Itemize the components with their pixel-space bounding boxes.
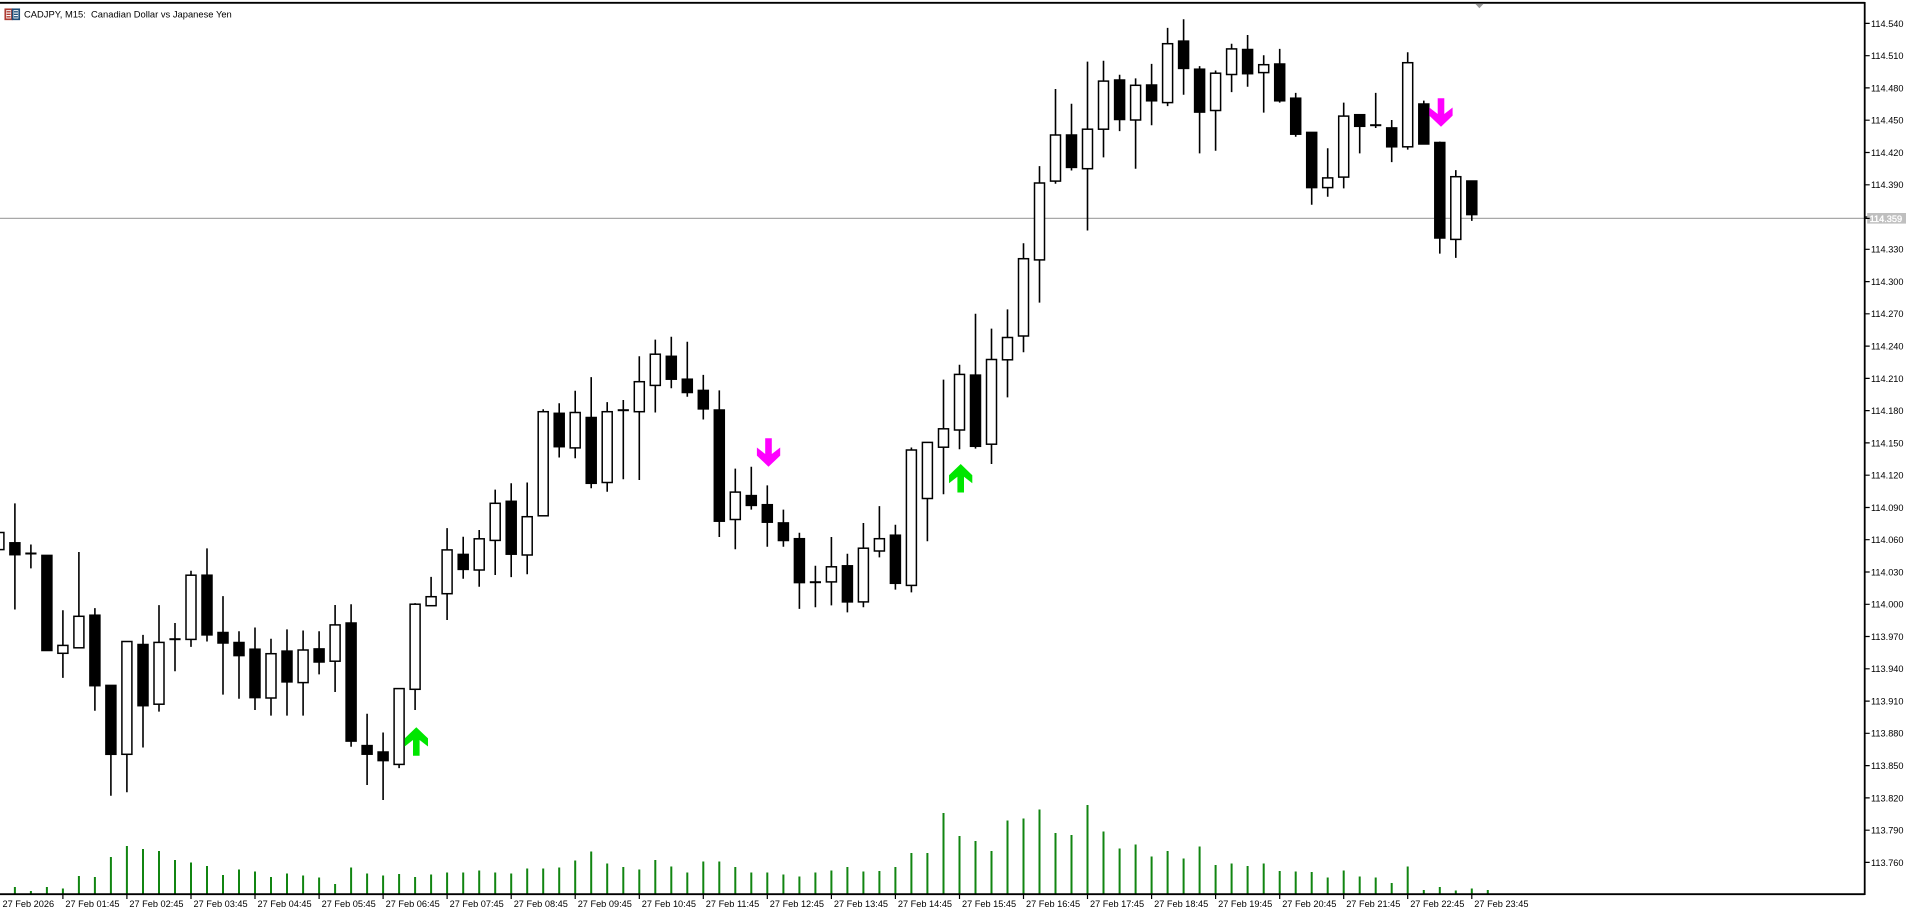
svg-text:27 Feb 09:45: 27 Feb 09:45 [578, 899, 632, 909]
svg-text:114.090: 114.090 [1871, 503, 1904, 513]
svg-text:114.480: 114.480 [1871, 83, 1904, 93]
svg-text:27 Feb 03:45: 27 Feb 03:45 [194, 899, 248, 909]
svg-text:113.940: 113.940 [1871, 664, 1904, 674]
svg-text:27 Feb 13:45: 27 Feb 13:45 [834, 899, 888, 909]
svg-text:27 Feb 23:45: 27 Feb 23:45 [1474, 899, 1528, 909]
svg-text:114.300: 114.300 [1871, 277, 1904, 287]
svg-text:114.030: 114.030 [1871, 567, 1904, 577]
svg-text:113.850: 113.850 [1871, 761, 1904, 771]
svg-text:114.510: 114.510 [1871, 51, 1904, 61]
svg-text:27 Feb 19:45: 27 Feb 19:45 [1218, 899, 1272, 909]
svg-text:27 Feb 07:45: 27 Feb 07:45 [450, 899, 504, 909]
svg-text:114.450: 114.450 [1871, 116, 1904, 126]
svg-text:114.180: 114.180 [1871, 406, 1904, 416]
svg-text:113.910: 113.910 [1871, 697, 1904, 707]
svg-text:27 Feb 04:45: 27 Feb 04:45 [258, 899, 312, 909]
svg-text:27 Feb 10:45: 27 Feb 10:45 [642, 899, 696, 909]
svg-text:114.210: 114.210 [1871, 374, 1904, 384]
svg-text:27 Feb 11:45: 27 Feb 11:45 [706, 899, 759, 909]
svg-text:27 Feb 14:45: 27 Feb 14:45 [898, 899, 952, 909]
svg-text:CADJPY, M15: Canadian Dollar: CADJPY, M15: Canadian Dollar vs Japanese… [24, 8, 232, 19]
svg-text:113.880: 113.880 [1871, 729, 1904, 739]
svg-text:113.820: 113.820 [1871, 793, 1904, 803]
svg-text:114.420: 114.420 [1871, 148, 1904, 158]
svg-text:114.060: 114.060 [1871, 535, 1904, 545]
svg-text:113.790: 113.790 [1871, 826, 1904, 836]
svg-text:27 Feb 16:45: 27 Feb 16:45 [1026, 899, 1080, 909]
svg-text:114.150: 114.150 [1871, 438, 1904, 448]
svg-text:114.540: 114.540 [1871, 19, 1904, 29]
svg-text:114.270: 114.270 [1871, 309, 1904, 319]
svg-text:27 Feb 05:45: 27 Feb 05:45 [322, 899, 376, 909]
svg-text:114.330: 114.330 [1871, 245, 1904, 255]
svg-text:27 Feb 08:45: 27 Feb 08:45 [514, 899, 568, 909]
svg-text:114.390: 114.390 [1871, 180, 1904, 190]
svg-text:114.359: 114.359 [1870, 214, 1903, 224]
svg-text:114.240: 114.240 [1871, 342, 1904, 352]
svg-text:27 Feb 06:45: 27 Feb 06:45 [386, 899, 440, 909]
svg-text:114.000: 114.000 [1871, 600, 1904, 610]
svg-text:113.970: 113.970 [1871, 632, 1904, 642]
svg-text:27 Feb 22:45: 27 Feb 22:45 [1410, 899, 1464, 909]
svg-text:27 Feb 12:45: 27 Feb 12:45 [770, 899, 824, 909]
svg-text:27 Feb 17:45: 27 Feb 17:45 [1090, 899, 1144, 909]
svg-text:113.760: 113.760 [1871, 858, 1904, 868]
svg-text:27 Feb 18:45: 27 Feb 18:45 [1154, 899, 1208, 909]
svg-text:27 Feb 2026: 27 Feb 2026 [3, 899, 55, 909]
svg-text:27 Feb 20:45: 27 Feb 20:45 [1282, 899, 1336, 909]
svg-text:27 Feb 01:45: 27 Feb 01:45 [65, 899, 119, 909]
svg-text:114.120: 114.120 [1871, 471, 1904, 481]
svg-text:27 Feb 02:45: 27 Feb 02:45 [129, 899, 183, 909]
svg-text:27 Feb 15:45: 27 Feb 15:45 [962, 899, 1016, 909]
svg-text:27 Feb 21:45: 27 Feb 21:45 [1346, 899, 1400, 909]
